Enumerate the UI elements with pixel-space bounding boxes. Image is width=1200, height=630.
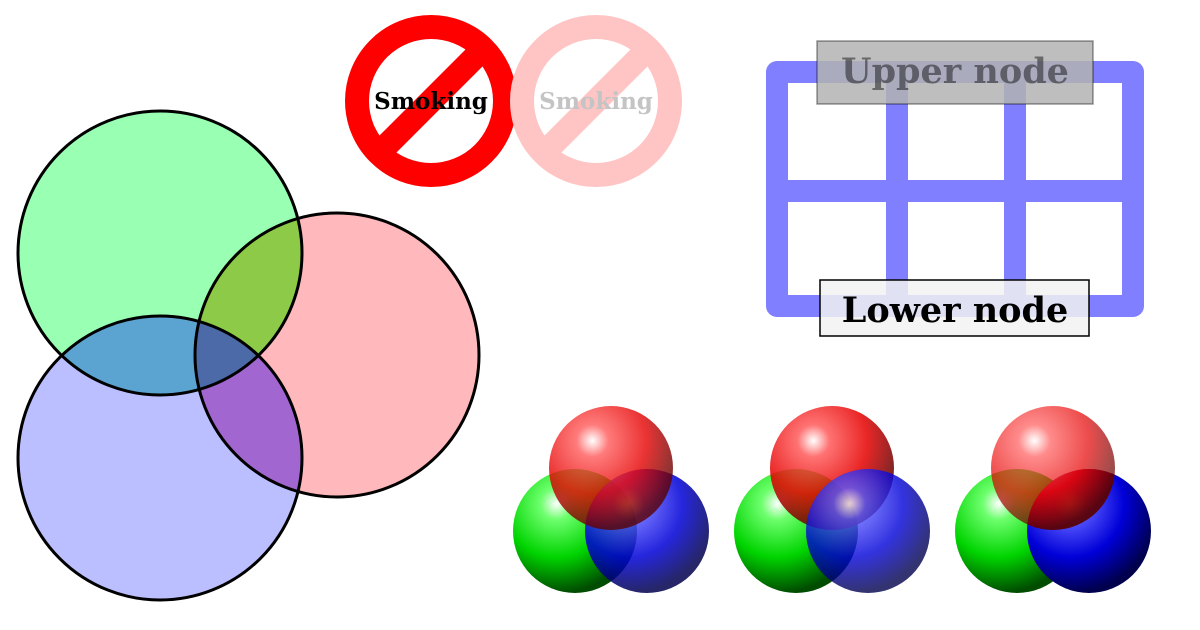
lower-node-label: Lower node <box>842 290 1069 331</box>
grid-panel: Upper node Lower node <box>766 40 1144 337</box>
grid <box>766 61 1144 317</box>
red-ball <box>549 406 673 530</box>
venn-diagram <box>16 109 481 602</box>
venn-green-outline <box>16 109 304 397</box>
blue-ball <box>806 469 930 593</box>
lower-node: Lower node <box>819 279 1090 337</box>
no-smoking-sign-faded: Smoking <box>510 15 682 187</box>
red-ball-front <box>1027 469 1115 530</box>
venn-blue-outline <box>16 314 304 602</box>
no-smoking-sign-opaque: Smoking <box>345 15 517 187</box>
no-smoking-text-faded: Smoking <box>539 88 653 115</box>
ball-group-1 <box>513 406 709 593</box>
venn-red-blue-overlap <box>195 316 302 497</box>
upper-node: Upper node <box>816 40 1094 105</box>
no-smoking-text: Smoking <box>374 88 488 115</box>
ball-group-2 <box>734 406 930 593</box>
ball-group-3 <box>955 406 1151 593</box>
venn-green-red-overlap <box>195 213 302 395</box>
upper-node-label: Upper node <box>841 51 1069 92</box>
prohibition-icon <box>345 15 517 187</box>
prohibition-icon <box>510 15 682 187</box>
venn-red-outline <box>193 211 481 499</box>
